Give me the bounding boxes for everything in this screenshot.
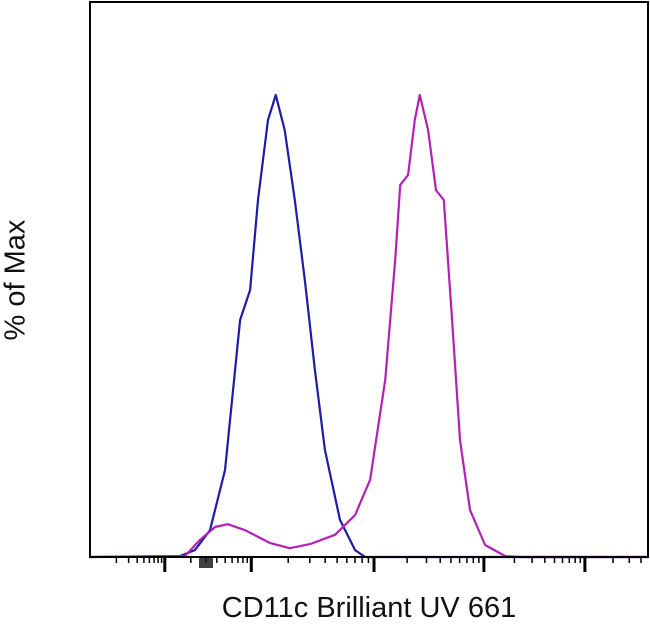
y-axis-label: % of Max [0, 219, 32, 341]
x-axis-label: CD11c Brilliant UV 661 [221, 592, 517, 624]
plot-frame [89, 1, 649, 558]
series-line-2 [89, 93, 648, 559]
series-line-1 [89, 93, 648, 559]
